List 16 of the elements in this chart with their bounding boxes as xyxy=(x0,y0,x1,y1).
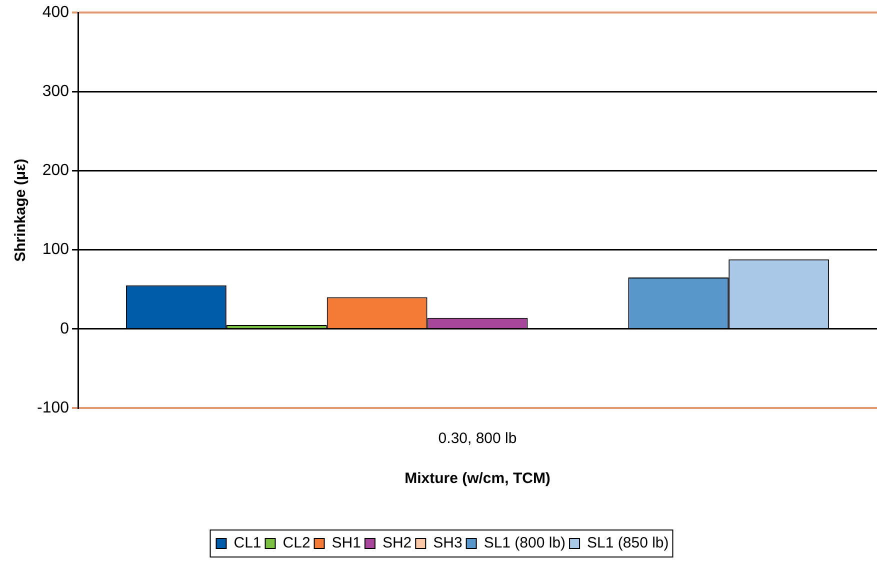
y-tick-label: 100 xyxy=(42,241,70,258)
legend-label: CL1 xyxy=(234,534,262,552)
legend-label: SL1 (850 lb) xyxy=(587,534,669,552)
x-tick-label: 0.30, 800 lb xyxy=(438,430,517,448)
y-tick-label: -100 xyxy=(36,399,70,416)
legend-label: SH3 xyxy=(433,534,462,552)
y-tick-label: 200 xyxy=(42,162,70,180)
y-tick-label: 300 xyxy=(42,83,70,100)
legend-label: SL1 (800 lb) xyxy=(484,534,566,552)
legend-label: SH1 xyxy=(332,534,361,552)
y-axis-title: Shrinkage (με) xyxy=(12,158,30,262)
y-tick-label: 0 xyxy=(60,320,70,338)
y-tick-label: 400 xyxy=(42,4,70,22)
legend-label: SH2 xyxy=(382,534,412,552)
legend-label: CL2 xyxy=(282,534,310,552)
x-axis-title: Mixture (w/cm, TCM) xyxy=(404,470,550,488)
